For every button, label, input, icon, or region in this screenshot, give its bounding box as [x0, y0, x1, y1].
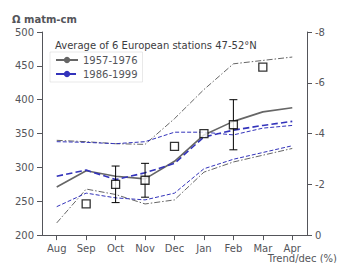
svg-text:Apr: Apr [284, 243, 302, 254]
svg-text:1986-1999: 1986-1999 [83, 69, 138, 80]
svg-text:Aug: Aug [47, 243, 67, 254]
svg-text:Trend/dec (%): Trend/dec (%) [267, 253, 337, 263]
svg-text:-8: -8 [315, 27, 325, 38]
svg-text:350: 350 [15, 128, 34, 139]
svg-text:0: 0 [315, 230, 321, 241]
svg-text:Oct: Oct [107, 243, 124, 254]
svg-text:Sep: Sep [77, 243, 96, 254]
svg-text:1957-1976: 1957-1976 [83, 55, 138, 66]
svg-text:450: 450 [15, 60, 34, 71]
svg-text:400: 400 [15, 94, 34, 105]
svg-text:500: 500 [15, 27, 34, 38]
svg-text:250: 250 [15, 196, 34, 207]
svg-text:-6: -6 [315, 77, 325, 88]
svg-text:Feb: Feb [225, 243, 243, 254]
svg-text:-4: -4 [315, 128, 325, 139]
svg-text:Mar: Mar [253, 243, 273, 254]
svg-text:Nov: Nov [135, 243, 155, 254]
svg-text:Jan: Jan [195, 243, 211, 254]
svg-text:Average of 6 European stations: Average of 6 European stations 47-52°N [55, 40, 257, 51]
svg-text:Dec: Dec [165, 243, 184, 254]
svg-text:Ω matm-cm: Ω matm-cm [12, 14, 77, 25]
svg-text:-2: -2 [315, 179, 325, 190]
svg-text:200: 200 [15, 230, 34, 241]
svg-text:300: 300 [15, 162, 34, 173]
